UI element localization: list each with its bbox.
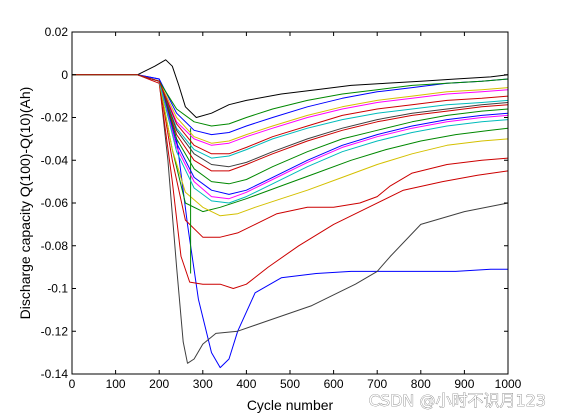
watermark-text: CSDN @小时不识月123 <box>369 391 546 410</box>
x-tick-label-9: 900 <box>454 377 474 391</box>
y-tick-label-1: 0 <box>61 68 68 82</box>
x-tick-label-7: 700 <box>367 377 387 391</box>
y-axis-title: Discharge capacity Q(100)-Q(10)(Ah) <box>17 87 33 320</box>
x-tick-label-3: 300 <box>193 377 213 391</box>
y-tick-label-0: 0.02 <box>45 25 69 39</box>
x-tick-label-5: 500 <box>280 377 300 391</box>
series-line-15 <box>72 74 509 200</box>
y-tick-label-5: -0.08 <box>41 239 69 253</box>
series-line-19 <box>72 74 509 155</box>
series-line-5 <box>72 74 509 217</box>
x-tick-label-4: 400 <box>236 377 256 391</box>
y-tick-label-8: -0.14 <box>41 367 69 381</box>
y-tick-label-4: -0.06 <box>41 196 69 210</box>
x-tick-label-0: 0 <box>69 377 76 391</box>
y-tick-label-2: -0.02 <box>41 111 69 125</box>
y-tick-label-6: -0.1 <box>47 282 68 296</box>
series-layer <box>72 59 509 369</box>
series-line-2 <box>72 74 509 289</box>
x-axis: 0 100 200 300 400 500 600 700 800 900 1000 <box>69 32 522 391</box>
series-line-8 <box>72 74 509 136</box>
x-axis-title: Cycle number <box>247 397 334 413</box>
series-line-3 <box>72 74 509 238</box>
x-tick-label-6: 600 <box>324 377 344 391</box>
x-tick-label-8: 800 <box>411 377 431 391</box>
series-line-11 <box>72 74 509 172</box>
y-tick-label-7: -0.12 <box>41 324 69 338</box>
series-line-16 <box>72 74 509 144</box>
series-line-7 <box>72 59 509 118</box>
y-axis: 0.02 0 -0.02 -0.04 -0.06 -0.08 -0.1 -0.12 -0.14 <box>41 25 508 381</box>
series-line-12 <box>72 74 509 185</box>
series-line-17 <box>72 74 509 204</box>
series-line-18 <box>72 74 509 127</box>
x-tick-label-1: 100 <box>106 377 126 391</box>
series-line-14 <box>72 74 509 168</box>
y-tick-label-3: -0.04 <box>41 153 69 167</box>
series-line-13 <box>72 74 509 195</box>
x-tick-label-2: 200 <box>149 377 169 391</box>
x-tick-label-10: 1000 <box>495 377 522 391</box>
plot-background <box>72 32 508 374</box>
series-line-1 <box>72 74 509 364</box>
